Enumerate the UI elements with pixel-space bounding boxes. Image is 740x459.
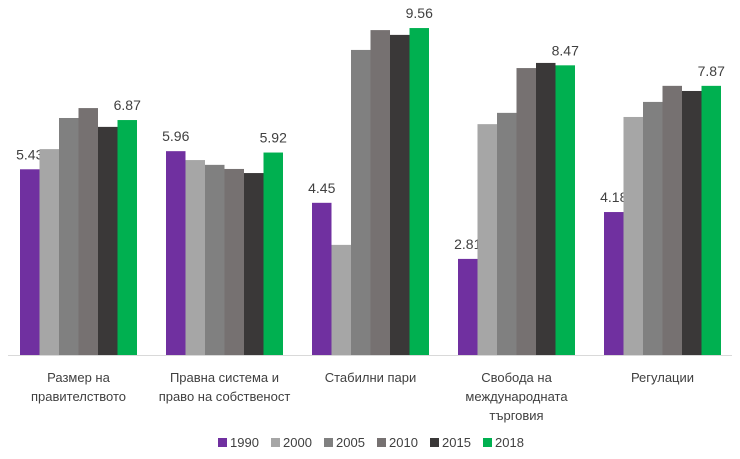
category-label: Регулации [631,370,694,385]
category-label: международната [465,389,568,404]
data-label: 4.45 [308,180,335,196]
bar-2005 [59,117,79,355]
bar-2018 [701,85,721,355]
category-label: правителството [31,389,126,404]
legend-swatch-2010 [377,438,386,447]
bar-2000 [331,244,351,355]
bar-2018 [263,152,283,355]
bar-2018 [117,120,137,356]
legend-swatch-2005 [324,438,333,447]
bar-2000 [623,116,643,355]
bar-2010 [224,168,244,355]
bar-2015 [390,34,410,355]
bar-2010 [78,108,98,356]
category-label: Свобода на [481,370,552,385]
bar-2015 [536,62,556,355]
category-label: търговия [489,408,543,423]
category-label: Стабилни пари [325,370,417,385]
bar-2010 [370,30,390,355]
bar-2000 [185,160,205,355]
bar-2005 [643,101,663,355]
legend-label: 2005 [336,435,365,450]
bar-2015 [682,90,702,355]
data-label: 4.18 [600,189,627,205]
legend-label: 1990 [230,435,259,450]
data-label: 6.87 [114,97,141,113]
bar-2005 [205,164,225,355]
legend-label: 2015 [442,435,471,450]
bar-2015 [98,126,118,355]
data-label: 7.87 [698,63,725,79]
legend-label: 2010 [389,435,418,450]
legend-swatch-1990 [218,438,227,447]
data-label: 5.43 [16,146,43,162]
data-label: 5.92 [260,130,287,146]
bar-2010 [516,68,536,355]
bar-1990 [604,212,624,355]
bar-2005 [497,112,517,355]
data-label: 2.81 [454,236,481,252]
bar-1990 [20,169,40,355]
category-label: Правна система и [170,370,279,385]
bar-2018 [555,65,575,356]
legend-label: 2018 [495,435,524,450]
data-label: 8.47 [552,42,579,58]
legend-swatch-2018 [483,438,492,447]
data-label: 9.56 [406,5,433,21]
bar-2000 [39,149,59,355]
legend-label: 2000 [283,435,312,450]
bar-2000 [477,124,497,356]
bar-1990 [166,151,186,355]
bar-2005 [351,49,371,355]
legend-swatch-2015 [430,438,439,447]
category-label: Размер на [47,370,110,385]
bar-2015 [244,173,264,355]
bar-2018 [409,28,429,355]
legend-swatch-2000 [271,438,280,447]
category-label: право на собственост [159,389,291,404]
data-label: 5.96 [162,128,189,144]
bar-1990 [312,202,332,355]
bar-1990 [458,258,478,355]
bar-2010 [662,85,682,355]
